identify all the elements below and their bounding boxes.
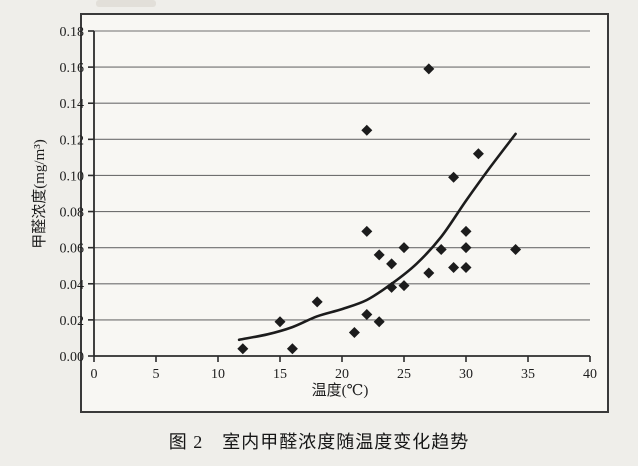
data-point <box>472 148 484 160</box>
data-point <box>435 243 447 255</box>
scan-artifact <box>96 0 156 7</box>
data-point <box>398 280 410 292</box>
tick-labels: 0.00 0.02 0.04 0.06 0.08 0.10 0.12 0.14 0.16 0.18… <box>60 25 598 382</box>
x-tick-label: 20 <box>335 367 349 382</box>
x-tick-label: 5 <box>153 367 160 382</box>
data-point <box>361 124 373 136</box>
data-point <box>373 249 385 261</box>
x-tick-label: 25 <box>397 367 411 382</box>
data-point <box>423 63 435 75</box>
data-point <box>361 225 373 237</box>
data-point <box>510 243 522 255</box>
data-point <box>448 171 460 183</box>
x-tick-label: 0 <box>91 367 98 382</box>
x-axis-title: 温度(℃) <box>312 382 369 399</box>
y-tick-label: 0.04 <box>60 278 85 293</box>
data-point <box>348 327 360 339</box>
data-point <box>460 225 472 237</box>
figure-caption: 图 2 室内甲醛浓度随温度变化趋势 <box>168 432 470 452</box>
data-point <box>423 267 435 279</box>
data-point <box>386 281 398 293</box>
data-point <box>311 296 323 308</box>
data-point <box>386 258 398 270</box>
data-point <box>237 343 249 355</box>
x-tick-label: 30 <box>459 367 473 382</box>
figure-frame <box>80 13 609 413</box>
data-point <box>460 242 472 254</box>
y-tick-label: 0.02 <box>60 314 85 329</box>
y-axis-title: 甲醛浓度(mg/m³) <box>31 139 48 249</box>
data-points <box>237 63 522 355</box>
data-point <box>361 308 373 320</box>
y-tick-label: 0.00 <box>60 350 85 365</box>
x-tick-label: 40 <box>583 367 597 382</box>
data-point <box>448 262 460 274</box>
data-point <box>398 242 410 254</box>
x-tick-label: 35 <box>521 367 535 382</box>
x-tick-label: 10 <box>211 367 225 382</box>
data-point <box>460 262 472 274</box>
y-tick-label: 0.14 <box>60 97 85 112</box>
trend-curve <box>237 132 517 342</box>
data-point <box>286 343 298 355</box>
gridlines <box>94 30 590 321</box>
y-tick-label: 0.16 <box>60 61 85 76</box>
y-tick-label: 0.18 <box>60 25 85 40</box>
x-tick-label: 15 <box>273 367 287 382</box>
y-tick-label: 0.06 <box>60 242 85 257</box>
tick-marks <box>88 30 591 362</box>
data-point <box>274 316 286 328</box>
y-tick-label: 0.08 <box>60 206 85 221</box>
y-tick-label: 0.12 <box>60 133 85 148</box>
y-tick-label: 0.10 <box>60 169 85 184</box>
data-point <box>373 316 385 328</box>
